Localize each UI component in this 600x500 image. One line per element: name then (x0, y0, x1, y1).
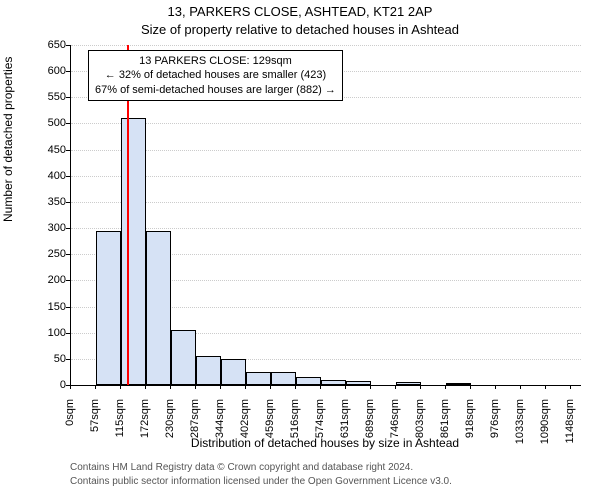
x-tick (545, 385, 546, 389)
x-tick (195, 385, 196, 389)
x-tick-label: 344sqm (214, 399, 226, 459)
histogram-bar (321, 380, 346, 385)
x-tick-label: 516sqm (289, 399, 301, 459)
x-tick-label: 746sqm (389, 399, 401, 459)
y-tick (66, 280, 70, 281)
histogram-bar (271, 372, 296, 385)
y-tick-label: 350 (26, 196, 66, 208)
callout-box: 13 PARKERS CLOSE: 129sqm ← 32% of detach… (88, 50, 343, 101)
y-tick-label: 550 (26, 91, 66, 103)
x-tick-label: 115sqm (114, 399, 126, 459)
x-tick (220, 385, 221, 389)
x-tick (420, 385, 421, 389)
y-tick-label: 200 (26, 274, 66, 286)
x-tick (445, 385, 446, 389)
y-tick (66, 202, 70, 203)
y-tick-label: 450 (26, 144, 66, 156)
x-tick (395, 385, 396, 389)
x-tick (520, 385, 521, 389)
x-tick (95, 385, 96, 389)
address-title: 13, PARKERS CLOSE, ASHTEAD, KT21 2AP (0, 4, 600, 19)
x-tick (70, 385, 71, 389)
x-tick (170, 385, 171, 389)
x-tick-label: 861sqm (439, 399, 451, 459)
callout-line-2: ← 32% of detached houses are smaller (42… (95, 68, 336, 82)
y-tick (66, 71, 70, 72)
chart-subtitle: Size of property relative to detached ho… (0, 22, 600, 37)
y-tick (66, 333, 70, 334)
y-tick (66, 45, 70, 46)
y-tick (66, 97, 70, 98)
x-tick (470, 385, 471, 389)
y-tick (66, 307, 70, 308)
x-tick-label: 976sqm (489, 399, 501, 459)
y-tick (66, 228, 70, 229)
x-tick (120, 385, 121, 389)
histogram-bar (346, 381, 371, 385)
x-tick (270, 385, 271, 389)
y-tick-label: 150 (26, 301, 66, 313)
x-tick-label: 1090sqm (539, 399, 551, 459)
histogram-bar (246, 372, 271, 385)
x-tick (245, 385, 246, 389)
histogram-bar (221, 359, 246, 385)
histogram-bar (96, 231, 121, 385)
x-tick-label: 1148sqm (564, 399, 576, 459)
x-tick-label: 172sqm (139, 399, 151, 459)
y-tick (66, 123, 70, 124)
x-tick (370, 385, 371, 389)
callout-line-1: 13 PARKERS CLOSE: 129sqm (95, 54, 336, 68)
x-tick-label: 689sqm (364, 399, 376, 459)
x-tick-label: 402sqm (239, 399, 251, 459)
y-tick (66, 254, 70, 255)
histogram-bar (146, 231, 171, 385)
x-tick (145, 385, 146, 389)
y-axis-label: Number of detached properties (1, 57, 15, 222)
y-tick-label: 50 (26, 353, 66, 365)
x-tick (345, 385, 346, 389)
histogram-bar (446, 383, 471, 385)
x-tick (570, 385, 571, 389)
x-tick-label: 57sqm (89, 399, 101, 459)
y-tick-label: 0 (26, 379, 66, 391)
y-tick-label: 400 (26, 170, 66, 182)
x-tick-label: 1033sqm (514, 399, 526, 459)
histogram-bar (296, 377, 321, 385)
y-tick (66, 176, 70, 177)
y-tick (66, 359, 70, 360)
x-tick-label: 287sqm (189, 399, 201, 459)
x-tick-label: 803sqm (414, 399, 426, 459)
x-tick-label: 230sqm (164, 399, 176, 459)
callout-line-3: 67% of semi-detached houses are larger (… (95, 83, 336, 97)
y-tick-label: 250 (26, 248, 66, 260)
footer-line-1: Contains HM Land Registry data © Crown c… (70, 462, 580, 473)
x-tick-label: 918sqm (464, 399, 476, 459)
chart-container: 13, PARKERS CLOSE, ASHTEAD, KT21 2AP Siz… (0, 0, 600, 500)
y-tick-label: 650 (26, 39, 66, 51)
x-tick (320, 385, 321, 389)
x-axis-label: Distribution of detached houses by size … (70, 436, 580, 450)
x-tick (495, 385, 496, 389)
y-tick-label: 100 (26, 327, 66, 339)
histogram-bar (171, 330, 196, 385)
x-tick-label: 0sqm (64, 399, 76, 459)
y-tick (66, 150, 70, 151)
histogram-bar (396, 382, 421, 385)
x-tick-label: 631sqm (339, 399, 351, 459)
y-tick-label: 300 (26, 222, 66, 234)
x-tick-label: 459sqm (264, 399, 276, 459)
histogram-bar (121, 118, 146, 385)
x-tick-label: 574sqm (314, 399, 326, 459)
footer-line-2: Contains public sector information licen… (70, 476, 580, 487)
x-tick (295, 385, 296, 389)
y-tick-label: 600 (26, 65, 66, 77)
y-tick-label: 500 (26, 117, 66, 129)
histogram-bar (196, 356, 221, 385)
